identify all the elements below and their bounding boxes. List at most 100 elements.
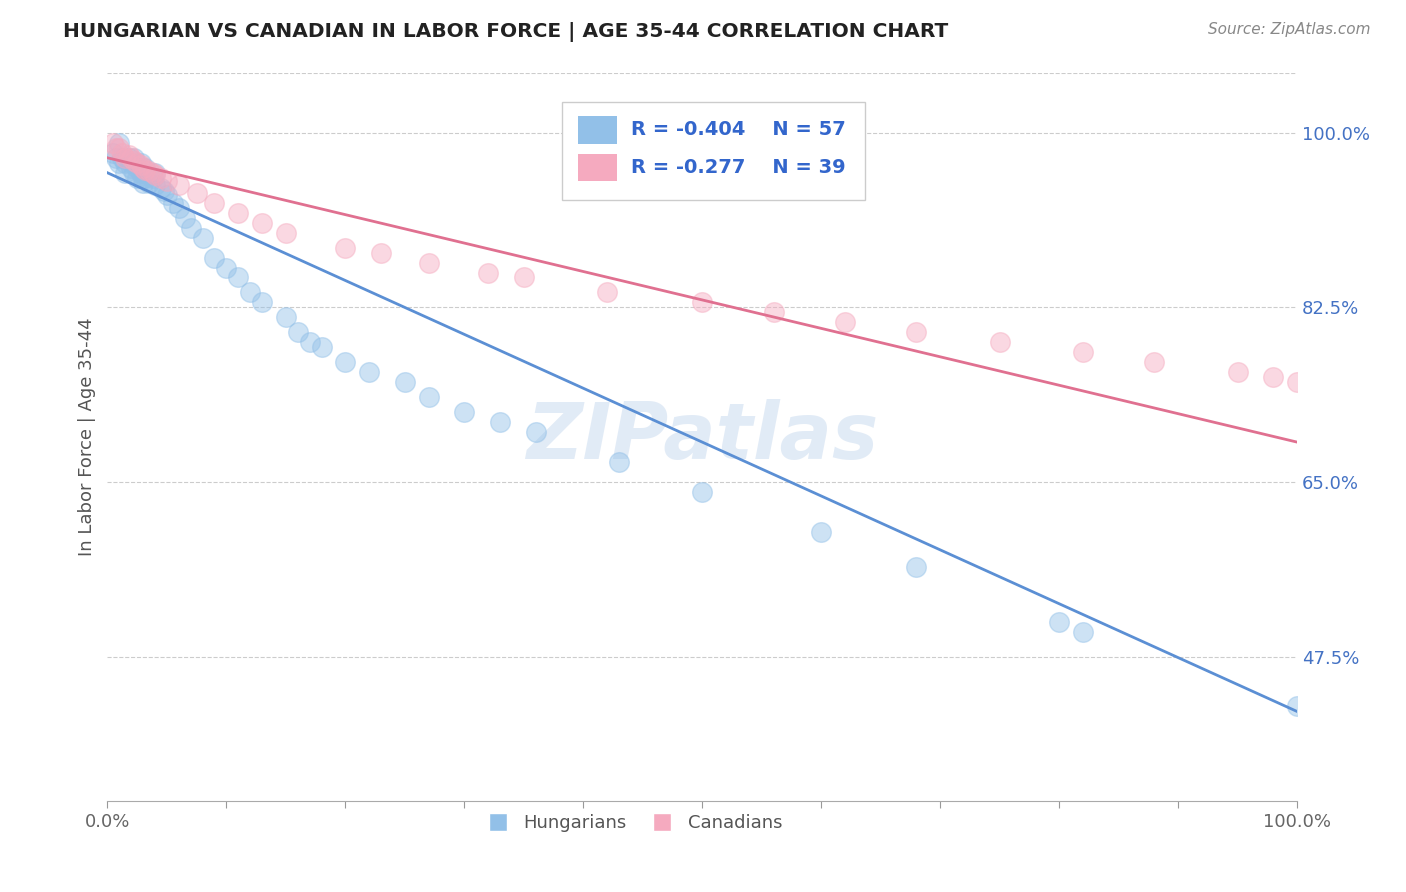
Point [122, 166, 145, 180]
Y-axis label: In Labor Force | Age 35-44: In Labor Force | Age 35-44 [79, 318, 96, 557]
Point [762, 305, 785, 319]
Point [143, 168, 166, 182]
Point [226, 205, 249, 219]
Point [1226, 365, 1249, 379]
Point [118, 151, 141, 165]
Point [156, 174, 179, 188]
Point [394, 376, 416, 390]
Point [274, 226, 297, 240]
Point [122, 151, 145, 165]
Point [335, 355, 357, 369]
Point [120, 161, 142, 175]
Point [156, 187, 179, 202]
Point [905, 559, 928, 574]
Point [132, 176, 155, 190]
Point [596, 285, 619, 300]
Point [204, 251, 226, 265]
Point [834, 315, 856, 329]
Point [215, 260, 238, 275]
Point [114, 166, 136, 180]
Point [370, 245, 392, 260]
Point [108, 155, 131, 169]
Point [153, 184, 176, 198]
Point [1071, 345, 1094, 359]
Point [149, 180, 172, 194]
Point [418, 390, 440, 404]
Point [162, 195, 184, 210]
Point [143, 178, 166, 192]
Point [104, 141, 127, 155]
Point [132, 170, 155, 185]
Point [142, 170, 165, 185]
Point [129, 155, 152, 169]
Point [359, 365, 381, 379]
Point [186, 186, 208, 200]
Point [134, 161, 156, 175]
Point [335, 241, 357, 255]
Point [250, 216, 273, 230]
Point [489, 415, 512, 429]
Point [114, 155, 136, 169]
Point [134, 170, 156, 185]
Point [118, 148, 141, 162]
Point [167, 201, 190, 215]
Point [250, 295, 273, 310]
Point [690, 295, 713, 310]
Text: Source: ZipAtlas.com: Source: ZipAtlas.com [1208, 22, 1371, 37]
Point [1071, 624, 1094, 639]
Point [905, 326, 928, 340]
Point [108, 141, 131, 155]
Text: ZIPatlas: ZIPatlas [526, 399, 879, 475]
Point [129, 166, 152, 180]
Point [114, 151, 136, 165]
Text: HUNGARIAN VS CANADIAN IN LABOR FORCE | AGE 35-44 CORRELATION CHART: HUNGARIAN VS CANADIAN IN LABOR FORCE | A… [63, 22, 949, 42]
FancyBboxPatch shape [562, 102, 865, 201]
Point [204, 195, 226, 210]
Point [191, 230, 214, 244]
Point [103, 136, 125, 150]
Point [311, 340, 333, 354]
Point [173, 211, 195, 225]
Point [1143, 355, 1166, 369]
Text: R = -0.404    N = 57: R = -0.404 N = 57 [631, 120, 845, 139]
Point [1263, 370, 1285, 384]
Point [111, 145, 134, 160]
Point [1286, 376, 1309, 390]
Bar [578, 153, 617, 181]
Point [129, 158, 152, 172]
Point [108, 136, 131, 150]
Point [134, 162, 156, 177]
Point [138, 176, 160, 190]
Point [127, 170, 149, 185]
Point [132, 166, 155, 180]
Point [127, 155, 149, 169]
Point [120, 151, 142, 165]
Point [524, 425, 547, 439]
Point [138, 163, 160, 178]
Point [1047, 615, 1070, 629]
Point [239, 285, 262, 300]
Point [988, 335, 1011, 350]
Point [513, 270, 536, 285]
Point [810, 524, 832, 539]
Point [142, 166, 165, 180]
Point [120, 155, 142, 169]
Point [111, 151, 134, 165]
Point [143, 166, 166, 180]
Legend: Hungarians, Canadians: Hungarians, Canadians [472, 807, 789, 839]
Point [607, 455, 630, 469]
Point [149, 170, 172, 185]
Point [127, 161, 149, 175]
Point [226, 270, 249, 285]
Point [298, 335, 321, 350]
Point [138, 168, 160, 182]
Point [122, 153, 145, 168]
Text: R = -0.277    N = 39: R = -0.277 N = 39 [631, 158, 845, 178]
Point [274, 310, 297, 325]
Point [1286, 699, 1309, 714]
Point [477, 265, 499, 279]
Point [180, 220, 202, 235]
Point [104, 151, 127, 165]
Point [453, 405, 475, 419]
Point [690, 485, 713, 500]
